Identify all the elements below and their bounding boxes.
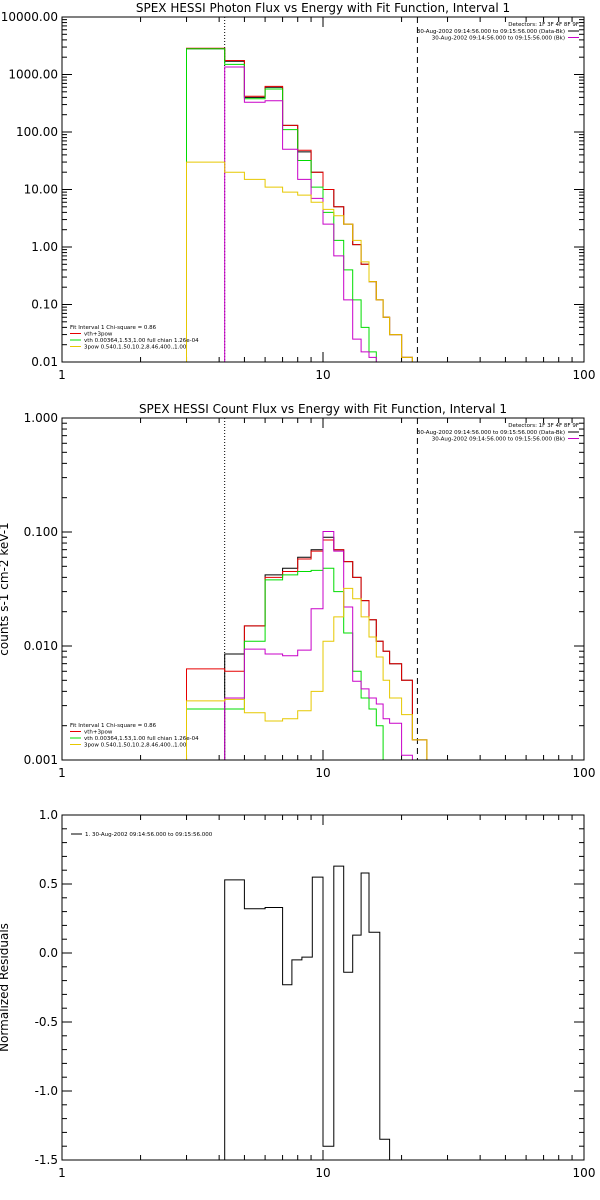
x-tick-label: 1 <box>58 1166 66 1180</box>
fit-legend-header: Fit Interval 1 Chi-square = 0.86 <box>70 325 157 331</box>
legend-entry: 30-Aug-2002 09:14:56.000 to 09:15:56.000… <box>432 437 565 443</box>
series-2-line <box>186 47 413 362</box>
legend-entry: 30-Aug-2002 09:14:56.000 to 09:15:56.000… <box>432 36 565 42</box>
legend-entry: 30-Aug-2002 09:14:56.000 to 09:15:56.000… <box>417 29 565 35</box>
x-tick-label: 10 <box>315 368 330 382</box>
plot-data <box>186 418 428 760</box>
y-tick-label: 0.100 <box>24 525 58 539</box>
y-tick-label: 1.00 <box>31 240 58 254</box>
plot-frame <box>61 16 585 363</box>
series-5-line <box>186 161 413 362</box>
fit-legend-entry: vth 0.00364,1.53,1.00 full chian 1.26e-0… <box>84 338 199 344</box>
y-tick-label: -1.0 <box>35 1084 58 1098</box>
x-tick-label: 10 <box>315 1166 330 1180</box>
y-tick-label: 0.01 <box>31 355 58 369</box>
fit-legend-entry: 3pow 0.540,1.50,10.2,8.46,400.,1.00 <box>84 345 187 351</box>
y-tick-label: -1.5 <box>35 1153 58 1167</box>
series-1-line <box>224 865 418 1160</box>
residual-legend-entry: 1. 30-Aug-2002 09:14:56.000 to 09:15:56.… <box>85 832 213 838</box>
fit-legend-entry: vth+3pow <box>84 332 113 338</box>
y-tick-label: 0.010 <box>24 639 58 653</box>
legend-header: Detectors: 1F 3F 4F 8F 9F <box>508 423 579 429</box>
plot-frame <box>61 417 585 761</box>
series-1-line <box>186 48 413 362</box>
y-tick-label: -0.5 <box>35 1015 58 1029</box>
plot-panel-2: SPEX HESSI Count Flux vs Energy with Fit… <box>0 402 595 780</box>
x-tick-label: 1 <box>58 368 66 382</box>
fit-legend-entry: vth+3pow <box>84 730 113 736</box>
y-tick-label: 0.5 <box>39 877 58 891</box>
plot-panel-3: Normalized Residuals 1 10 100 -1.5 -1.0 -0.5 0.… <box>0 808 595 1180</box>
y-tick-label: 1.000 <box>24 411 58 425</box>
plot-title: SPEX HESSI Photon Flux vs Energy with Fi… <box>136 1 510 15</box>
y-tick-label: 100.00 <box>16 125 58 139</box>
legend-header: Detectors: 1F 3F 4F 8F 9F <box>508 22 579 28</box>
plot-panel-1: SPEX HESSI Photon Flux vs Energy with Fi… <box>1 1 596 382</box>
x-tick-label: 10 <box>315 766 330 780</box>
y-tick-label: 1000.00 <box>8 68 58 82</box>
plot-data <box>224 865 418 1160</box>
y-tick-label: 0.001 <box>24 753 58 767</box>
plot-frame <box>61 814 585 1161</box>
legend-entry: 30-Aug-2002 09:14:56.000 to 09:15:56.000… <box>417 430 565 436</box>
y-tick-label: 1.0 <box>39 808 58 822</box>
fit-legend-entry: vth 0.00364,1.53,1.00 full chian 1.26e-0… <box>84 736 199 742</box>
y-tick-label: 10000.00 <box>1 10 58 24</box>
y-axis-label: counts s-1 cm-2 keV-1 <box>0 522 11 655</box>
y-tick-label: 10.00 <box>24 183 58 197</box>
x-tick-label: 1 <box>58 766 66 780</box>
series-4-line <box>224 66 377 362</box>
fit-legend-header: Fit Interval 1 Chi-square = 0.86 <box>70 723 157 729</box>
fit-legend-entry: 3pow 0.540,1.50,10.2,8.46,400.,1.00 <box>84 743 187 749</box>
x-tick-label: 100 <box>573 766 596 780</box>
x-tick-label: 100 <box>573 1166 596 1180</box>
y-tick-label: 0.0 <box>39 946 58 960</box>
plot-data <box>186 17 418 362</box>
plot-title: SPEX HESSI Count Flux vs Energy with Fit… <box>139 402 507 416</box>
x-tick-label: 100 <box>573 368 596 382</box>
series-5-line <box>186 587 428 760</box>
y-tick-label: 0.10 <box>31 298 58 312</box>
y-axis-label: Normalized Residuals <box>0 923 11 1052</box>
series-3-line <box>186 48 377 362</box>
